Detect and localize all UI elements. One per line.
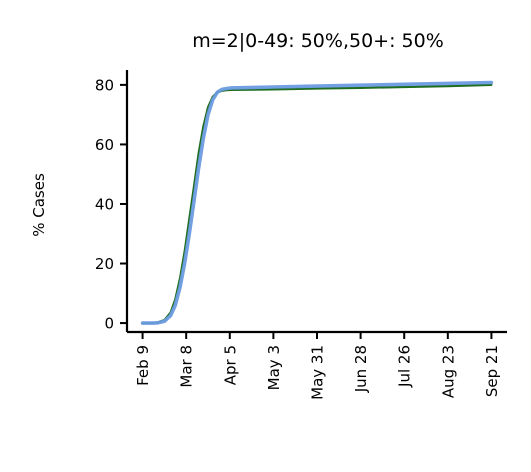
series-layer	[140, 80, 494, 325]
series-line-2	[140, 80, 494, 325]
y-tick-label: 20	[95, 255, 114, 273]
x-tick-label: Jul 26	[396, 345, 414, 388]
x-tick-label: May 31	[309, 345, 327, 400]
y-tick-label: 40	[95, 195, 114, 213]
x-tick-label: Aug 23	[439, 345, 457, 398]
y-tick-label: 0	[104, 315, 114, 333]
y-tick-label: 80	[95, 76, 114, 94]
x-tick-label: Apr 5	[221, 345, 239, 385]
x-tick-label: Feb 9	[134, 345, 152, 386]
x-tick-label: Mar 8	[178, 345, 196, 388]
axes-layer: 0 20 40 60 80 Feb 9 Mar 8 Apr 5 May 3 May 31 Jun 2…	[95, 70, 507, 400]
y-axis-label: % Cases	[30, 173, 48, 237]
y-tick-label: 60	[95, 136, 114, 154]
x-tick-label: May 3	[265, 345, 283, 390]
chart-title: m=2|0-49: 50%,50+: 50%	[192, 30, 444, 52]
x-tick-label: Jun 28	[352, 345, 370, 393]
x-tick-label: Sep 21	[483, 345, 501, 397]
